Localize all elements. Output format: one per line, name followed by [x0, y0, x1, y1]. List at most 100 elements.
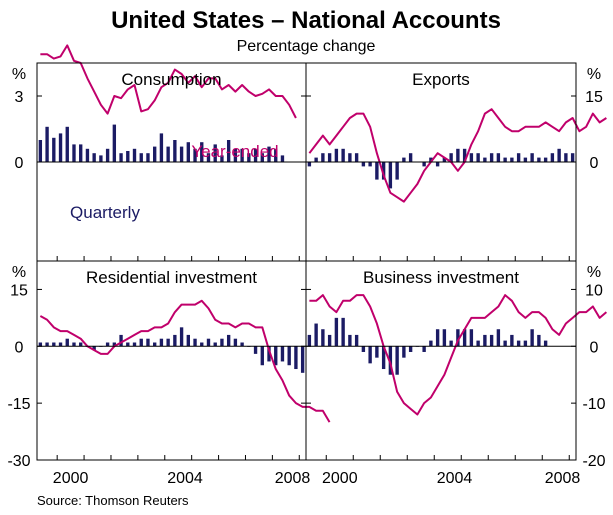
quarterly-bar [530, 329, 534, 347]
quarterly-bar [557, 148, 561, 162]
quarterly-bar [348, 153, 352, 162]
chart-title: United States – National Accounts [111, 7, 501, 34]
quarterly-bar [126, 342, 130, 347]
quarterly-bar [200, 142, 204, 162]
quarterly-bar [442, 157, 447, 162]
quarterly-bar [52, 137, 56, 162]
y-tick-label: 0 [590, 339, 599, 356]
quarterly-bar [253, 346, 258, 354]
quarterly-bar [287, 346, 291, 366]
quarterly-bar [206, 153, 211, 162]
quarterly-bar [274, 148, 278, 162]
quarterly-bar [510, 334, 514, 347]
quarterly-bar [435, 329, 440, 347]
quarterly-bar [45, 126, 49, 162]
quarterly-bar [341, 317, 345, 347]
y-tick-label: 15 [10, 282, 28, 299]
quarterly-bar [166, 338, 170, 347]
unit-label: % [587, 66, 601, 83]
quarterly-bar [462, 329, 467, 347]
quarterly-bar [173, 334, 177, 347]
quarterly-bar [300, 346, 305, 373]
quarterly-bar [469, 329, 474, 347]
quarterly-bar [368, 162, 372, 167]
quarterly-bar [220, 338, 224, 347]
x-tick-label: 2008 [275, 470, 311, 487]
y-tick-label: -20 [582, 453, 605, 470]
quarterly-bar [348, 334, 352, 347]
quarterly-bar [38, 342, 43, 347]
quarterly-bar [354, 153, 359, 162]
quarterly-bar [476, 340, 480, 347]
quarterly-bar [516, 153, 521, 162]
quarterly-bar [321, 329, 325, 347]
quarterly-bar [159, 133, 164, 162]
quarterly-bar [489, 334, 494, 347]
y-tick-label: 3 [15, 89, 24, 106]
unit-label: % [12, 66, 26, 83]
quarterly-bar [99, 155, 103, 162]
y-tick-label: 10 [585, 282, 603, 299]
quarterly-bar [126, 151, 130, 162]
quarterly-bar [368, 346, 372, 364]
quarterly-bar [314, 323, 318, 347]
quarterly-bar [402, 157, 406, 162]
quarterly-bar [45, 342, 49, 347]
quarterly-bar [260, 153, 264, 162]
quarterly-bar [65, 126, 69, 162]
y-tick-label: 15 [585, 89, 603, 106]
quarterly-bar [543, 340, 548, 347]
year-ended-line [309, 294, 608, 416]
quarterly-bar [354, 334, 359, 347]
quarterly-bar [321, 153, 325, 162]
quarterly-bar [260, 346, 264, 366]
quarterly-bar [132, 148, 137, 162]
quarterly-bar [307, 162, 312, 167]
quarterly-bar [105, 148, 110, 162]
quarterly-bar [510, 157, 514, 162]
quarterly-bar [267, 346, 271, 362]
quarterly-bar [449, 340, 453, 347]
quarterly-bar [523, 340, 528, 347]
quarterly-bar [388, 346, 393, 375]
quarterly-bar [375, 346, 379, 358]
quarterly-bar [307, 334, 312, 347]
quarterly-bar [375, 162, 379, 180]
quarterly-bar [361, 162, 366, 167]
quarterly-bar [483, 157, 487, 162]
quarterly-bar [476, 153, 480, 162]
quarterly-bar [314, 157, 318, 162]
quarterly-bar [166, 146, 170, 162]
quarterly-bar [550, 153, 555, 162]
quarterly-bar [381, 346, 386, 370]
quarterly-bar [193, 338, 197, 347]
panel-title: Exports [412, 70, 470, 89]
quarterly-bar [233, 338, 238, 347]
quarterly-bar [523, 157, 528, 162]
y-tick-label: -15 [7, 396, 30, 413]
quarterly-bar [159, 338, 164, 347]
quarterly-bar [402, 346, 406, 358]
quarterly-bar [537, 157, 541, 162]
quarterly-bar [139, 153, 143, 162]
quarterly-bar [462, 148, 467, 162]
quarterly-label: Quarterly [70, 203, 140, 222]
quarterly-bar [240, 148, 244, 162]
year-ended-line [39, 299, 331, 423]
quarterly-bar [65, 338, 69, 347]
panel-1: Exports % 15 0 [306, 66, 607, 261]
quarterly-bar [469, 153, 474, 162]
quarterly-bar [294, 346, 298, 370]
quarterly-bar [274, 346, 278, 366]
quarterly-bar [146, 153, 150, 162]
quarterly-bar [58, 342, 63, 347]
quarterly-bar [247, 153, 251, 162]
quarterly-bar [72, 342, 76, 347]
y-tick-label: -10 [582, 396, 605, 413]
quarterly-bar [233, 148, 238, 162]
panel-title: Consumption [121, 70, 221, 89]
quarterly-bar [253, 148, 258, 162]
quarterly-bar [327, 153, 332, 162]
plot-layer: Consumption% 3 0 Year-ended Quarterly Exports… [7, 44, 608, 487]
